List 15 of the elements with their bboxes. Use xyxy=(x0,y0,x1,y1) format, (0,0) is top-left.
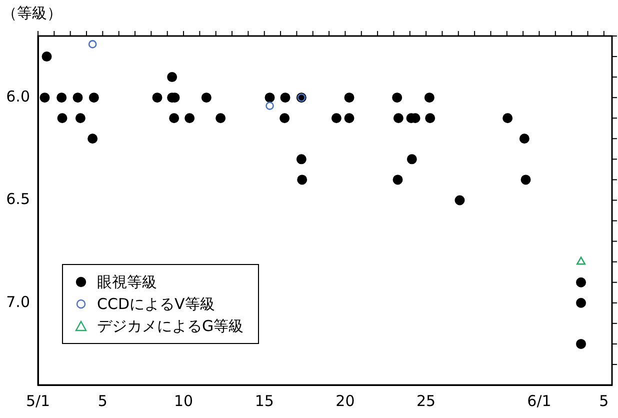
y-tick-label: 6.5 xyxy=(6,190,30,208)
x-tick-label: 5 xyxy=(98,392,108,410)
x-tick-label: 15 xyxy=(254,392,274,410)
x-tick-label: 10 xyxy=(174,392,194,410)
x-tick-label: 20 xyxy=(336,392,355,410)
x-tick-label: 5/1 xyxy=(26,392,50,410)
y-axis-title: （等級） xyxy=(2,4,62,23)
legend-label: デジカメによるG等級 xyxy=(97,316,244,337)
y-tick-label: 7.0 xyxy=(6,292,30,311)
y-tick-label: 6.0 xyxy=(6,87,30,106)
legend-label: 眼視等級 xyxy=(97,272,157,293)
legend-label: CCDによるV等級 xyxy=(97,294,215,315)
x-tick-label: 5 xyxy=(599,392,609,410)
x-tick-label: 25 xyxy=(416,392,436,410)
x-tick-label: 6/1 xyxy=(527,392,552,410)
